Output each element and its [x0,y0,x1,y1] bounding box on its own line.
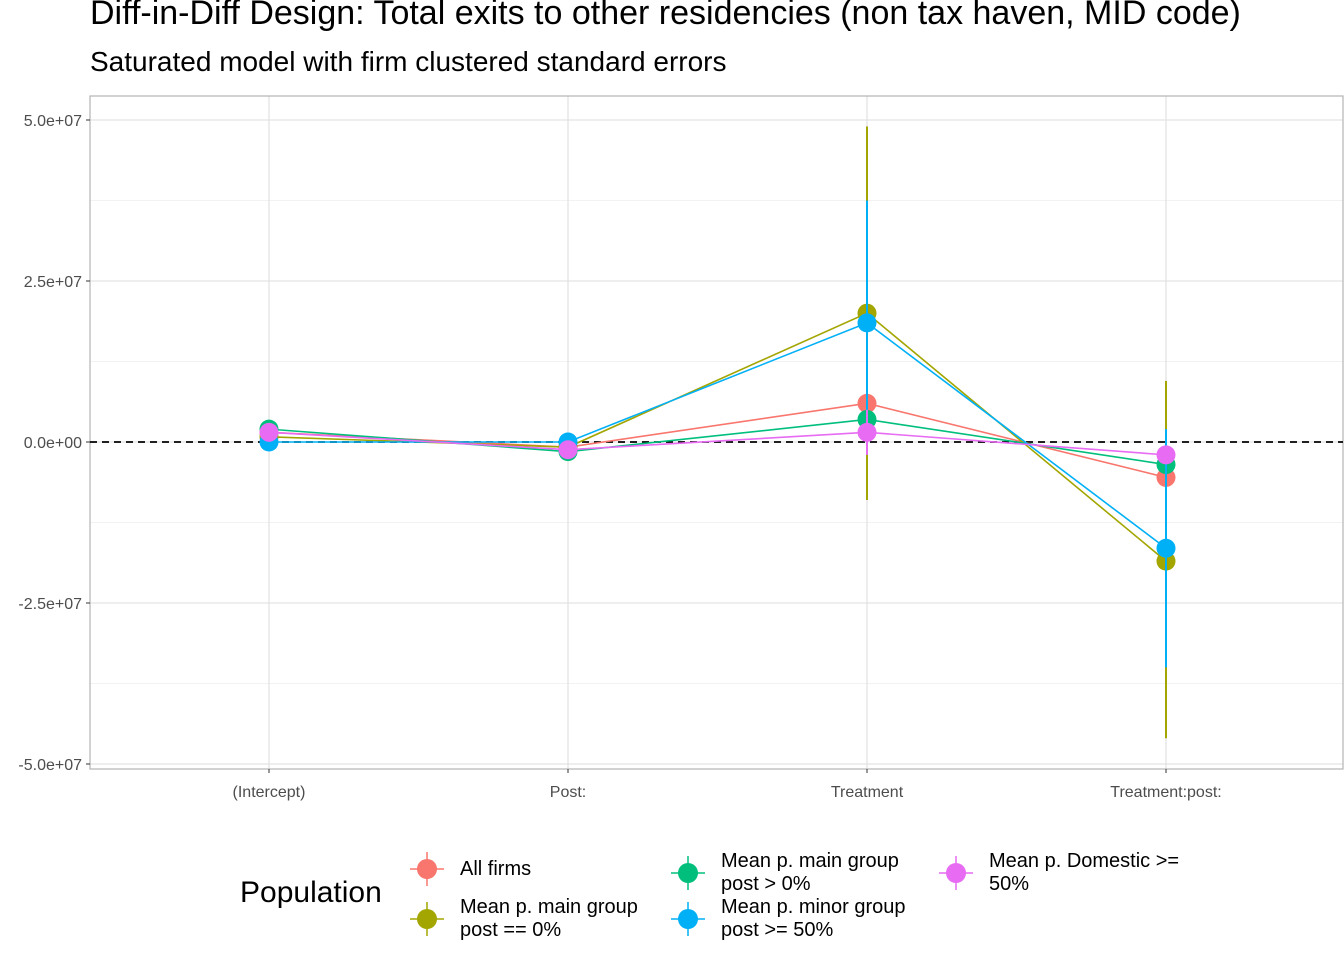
x-tick-label: (Intercept) [233,784,306,801]
legend-item-minor-group: Mean p. minor group post >= 50% [669,896,906,942]
legend-label-line2: 50% [989,873,1030,895]
series-line [268,312,1167,562]
y-axis: 5.0e+07 2.5e+07 0.0e+00 -2.5e+07 -5.0e+07 [18,113,90,774]
plot-svg: 5.0e+07 2.5e+07 0.0e+00 -2.5e+07 -5.0e+07 (I… [18,95,1344,801]
series-line [269,321,1167,549]
x-tick-label: Treatment [831,784,904,801]
legend-label-line1: Mean p. Domestic >= [989,850,1180,872]
legend-label-line1: Mean p. minor group [721,896,906,918]
y-tick-label: 2.5e+07 [24,274,82,291]
legend-label-line1: Mean p. main group [460,896,638,918]
legend: Population All firms Mean p. main group … [0,840,1344,950]
legend-title: Population [240,876,382,909]
legend-label-line2: post == 0% [460,919,562,941]
chart-title: Diff-in-Diff Design: Total exits to othe… [90,0,1241,32]
plot-panel-border [89,95,1344,770]
y-tick-label: 5.0e+07 [24,113,82,130]
x-tick-label: Post: [550,784,586,801]
series-4 [259,200,1176,668]
x-tick-label: Treatment:post: [1110,784,1221,801]
legend-item-main-group-post-gt-0: Mean p. main group post > 0% [669,850,899,896]
legend-item-domestic: Mean p. Domestic >= 50% [937,850,1179,896]
legend-key-main-group-post-0 [408,900,446,938]
legend-key-domestic [937,854,975,892]
y-tick-label: 0.0e+00 [24,435,82,452]
chart-subtitle: Saturated model with firm clustered stan… [90,46,727,77]
legend-label-line2: post > 0% [721,873,811,895]
legend-label: All firms [460,857,532,880]
y-tick-label: -5.0e+07 [18,757,82,774]
data-point [259,422,279,442]
x-axis: (Intercept) Post: Treatment Treatment:post: [233,769,1222,801]
series-5 [259,409,1176,465]
legend-item-main-group-post-0: Mean p. main group post == 0% [408,896,638,942]
data-point [857,313,877,333]
legend-label-line1: Mean p. main group [721,850,899,872]
legend-key-main-group-post-gt-0 [669,854,707,892]
series-layer [259,126,1176,739]
series-line [268,431,1167,456]
legend-key-minor-group [669,900,707,938]
legend-label-line2: post >= 50% [721,919,834,941]
legend-item-all-firms: All firms [408,850,531,888]
data-point [1156,538,1176,558]
data-point [857,422,877,442]
series-2 [259,126,1176,739]
data-point [558,440,578,460]
data-point [1156,445,1176,465]
legend-key-all-firms [408,850,446,888]
y-tick-label: -2.5e+07 [18,596,82,613]
